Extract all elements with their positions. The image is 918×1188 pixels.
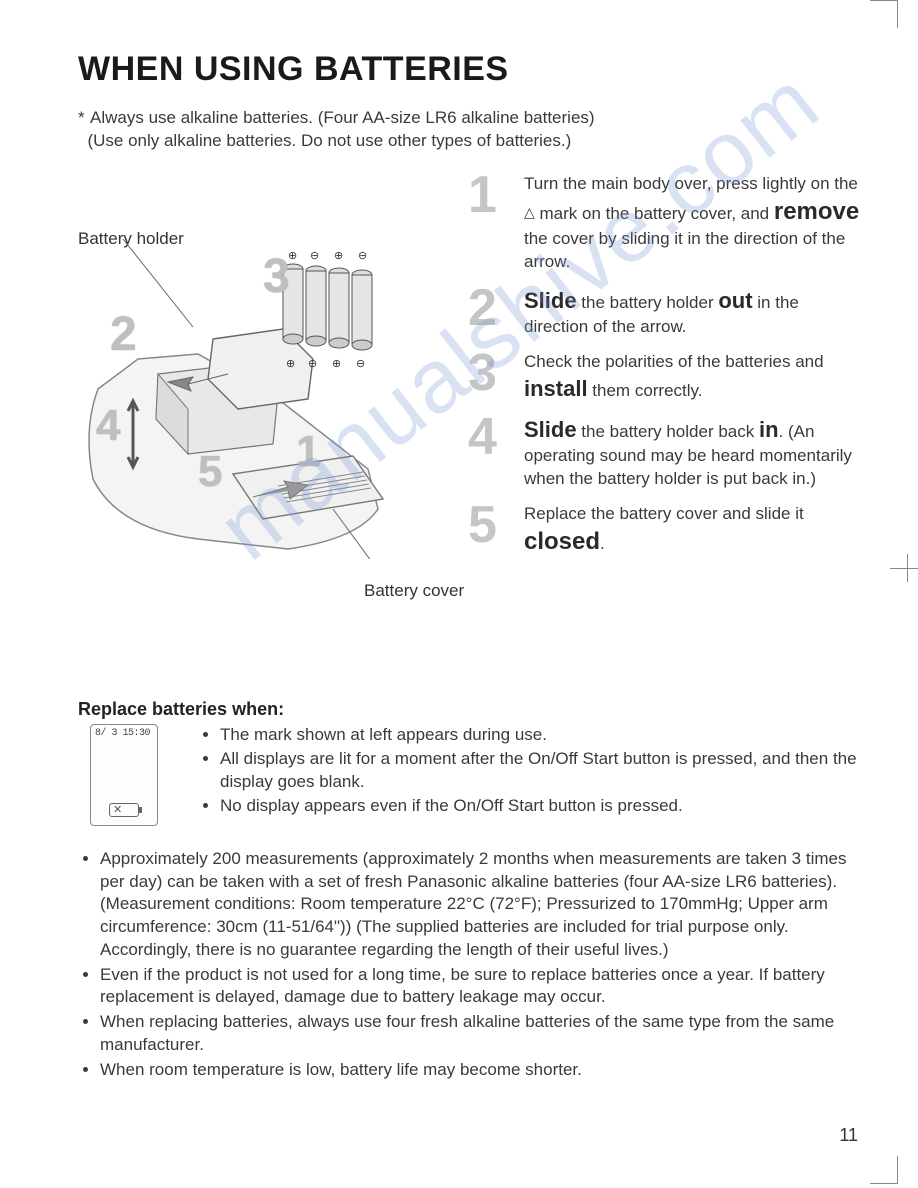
step-number: 2 [468,284,516,333]
step-text: Turn the main body over, press lightly o… [524,174,858,193]
step-text: the battery holder back [577,422,759,441]
step: 4Slide the battery holder back in. (An o… [468,413,860,491]
step: 3 Check the polarities of the batteries a… [468,349,860,404]
page-title: WHEN USING BATTERIES [78,50,858,89]
step-number: 3 [468,349,516,398]
step: 1 Turn the main body over, press lightly … [468,171,860,274]
step: 2Slide the battery holder out in the dir… [468,284,860,339]
battery-diagram: ⊕ ⊖ ⊕ ⊖ ⊕ ⊖ ⊕ ⊖ [78,229,428,559]
steps-list: 1 Turn the main body over, press lightly … [468,171,860,568]
lcd-icon: 8/ 3 15:30 ✕ [90,724,158,826]
step-number: 5 [468,501,516,550]
step-body: Turn the main body over, press lightly o… [524,171,860,274]
step-number: 1 [468,171,516,220]
step-text: install [524,376,588,401]
list-item: No display appears even if the On/Off St… [220,795,858,818]
step-body: Slide the battery holder out in the dire… [524,284,860,339]
list-item: The mark shown at left appears during us… [220,724,858,747]
step-text: in [759,417,779,442]
step-body: Slide the battery holder back in. (An op… [524,413,860,491]
mid-section: Battery holder Battery cover [78,171,858,691]
step: 5Replace the battery cover and slide it … [468,501,860,558]
step-text: △ [524,203,535,222]
step-text: them correctly. [588,381,703,400]
page-content: WHEN USING BATTERIES *Always use alkalin… [0,0,918,1114]
page-number: 11 [839,1125,858,1146]
list-item: Even if the product is not used for a lo… [100,964,858,1010]
replace-section: 8/ 3 15:30 ✕ The mark shown at left appe… [78,724,858,826]
crop-mark [870,1156,898,1184]
battery-low-x: ✕ [113,803,122,816]
list-item: When replacing batteries, always use fou… [100,1011,858,1057]
step-body: Check the polarities of the batteries an… [524,349,860,404]
diagram-num-3: 3 [263,249,290,304]
diagram-num-4: 4 [96,401,120,451]
step-text: the battery holder [577,293,719,312]
svg-text:⊖: ⊖ [308,358,317,370]
svg-text:⊕: ⊕ [286,358,295,370]
svg-text:⊖: ⊖ [310,250,319,262]
step-text: the cover by sliding it in the direction… [524,229,845,271]
intro-text: *Always use alkaline batteries. (Four AA… [78,107,858,153]
step-text: Slide [524,288,577,313]
step-text: Slide [524,417,577,442]
step-text: Replace the battery cover and slide it [524,504,804,523]
intro-line1: Always use alkaline batteries. (Four AA-… [90,108,595,127]
notes-list: Approximately 200 measurements (approxim… [78,848,858,1082]
step-text: out [718,288,752,313]
intro-line2: (Use only alkaline batteries. Do not use… [87,131,571,150]
step-text: mark on the battery cover, and [535,204,774,223]
list-item: When room temperature is low, battery li… [100,1059,858,1082]
step-text: Check the polarities of the batteries an… [524,352,824,371]
battery-cover-label: Battery cover [364,581,464,601]
svg-text:⊕: ⊕ [332,358,341,370]
replace-header: Replace batteries when: [78,699,858,720]
lcd-text: 8/ 3 15:30 [95,728,150,739]
diagram-num-5: 5 [198,447,222,497]
svg-text:⊕: ⊕ [334,250,343,262]
step-text: closed [524,528,600,555]
svg-text:⊖: ⊖ [358,250,367,262]
svg-text:⊖: ⊖ [356,358,365,370]
replace-bullets: The mark shown at left appears during us… [202,724,858,819]
step-body: Replace the battery cover and slide it c… [524,501,860,558]
diagram-num-1: 1 [296,427,320,477]
list-item: All displays are lit for a moment after … [220,748,858,794]
step-text: . [600,534,605,553]
step-number: 4 [468,413,516,462]
step-text: remove [774,198,859,225]
list-item: Approximately 200 measurements (approxim… [100,848,858,962]
diagram-num-2: 2 [110,307,137,362]
